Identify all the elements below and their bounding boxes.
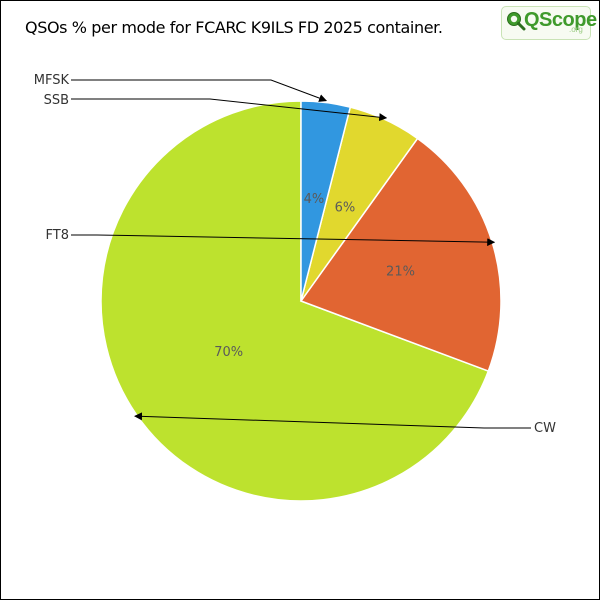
slice-label-ssb: 6%	[335, 201, 356, 216]
leader-line-cw	[134, 412, 531, 429]
chart-title: QSOs % per mode for FCARC K9ILS FD 2025 …	[25, 18, 443, 37]
logo-suffix: .org	[569, 25, 583, 34]
category-label-ft8: FT8	[46, 228, 69, 243]
slice-label-cw: 70%	[214, 345, 243, 360]
category-label-mfsk: MFSK	[34, 73, 70, 88]
category-label-ssb: SSB	[44, 93, 69, 108]
qscope-logo: QScope .org	[501, 6, 597, 40]
slice-label-ft8: 21%	[386, 265, 415, 280]
leader-line-ft8	[71, 234, 496, 247]
pie-slice-mfsk	[300, 100, 352, 302]
slice-label-mfsk: 4%	[304, 192, 325, 207]
leader-line-mfsk	[71, 79, 328, 102]
leader-line-ssb	[71, 98, 388, 122]
magnifier-icon	[507, 12, 526, 31]
category-label-cw: CW	[534, 421, 556, 436]
logo-text: QScope	[524, 9, 597, 31]
